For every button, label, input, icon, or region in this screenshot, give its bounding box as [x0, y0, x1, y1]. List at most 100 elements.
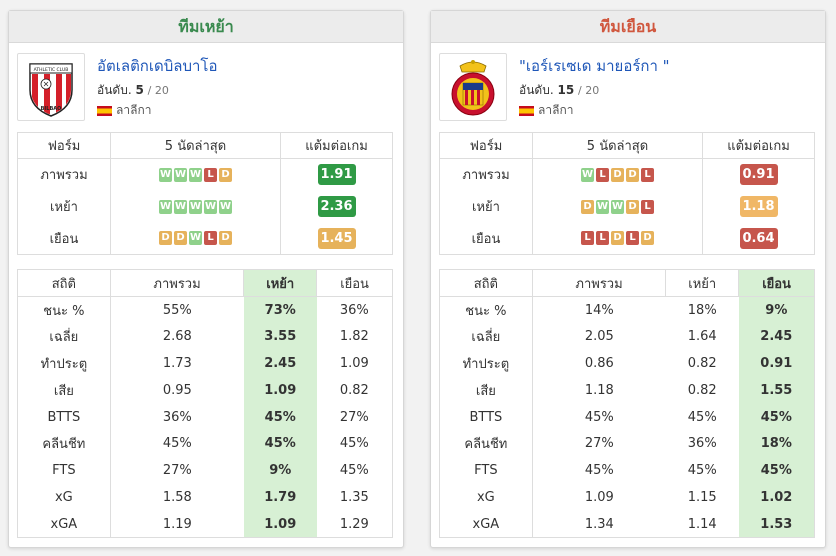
- away-stats-rows: ชนะ % 14% 18% 9% เฉลี่ย 2.05 1.64 2.45 ทำประตู 0.…: [439, 296, 815, 539]
- stats-value: 3.55: [243, 323, 317, 351]
- spain-flag-icon: [97, 105, 112, 116]
- stats-row-label: ทำประตู: [439, 350, 533, 377]
- form-col-header: แต้มต่อเกม: [280, 132, 393, 159]
- stats-row: BTTS 45% 45% 45%: [439, 403, 815, 431]
- result-badge[interactable]: D: [581, 199, 594, 214]
- stats-value: 2.68: [162, 329, 192, 345]
- away-rank-label: อันดับ.: [519, 83, 554, 97]
- stats-row-label: ชนะ %: [439, 296, 533, 324]
- result-badge[interactable]: W: [611, 199, 624, 214]
- form-row: เหย้า D W W D L 1.18: [439, 190, 815, 223]
- stats-value: 1.09: [243, 376, 317, 404]
- form-row-label: เยือน: [17, 222, 111, 255]
- result-badge[interactable]: W: [189, 167, 202, 182]
- result-badge[interactable]: W: [159, 167, 172, 182]
- result-badge[interactable]: D: [159, 231, 172, 246]
- away-rank-value: 15: [557, 83, 575, 97]
- stats-value: 0.95: [162, 382, 192, 398]
- home-league: ลาลีกา: [97, 101, 151, 120]
- stats-row-label: xG: [439, 484, 533, 511]
- stats-value: 45%: [687, 463, 717, 479]
- form-row-label: เหย้า: [17, 190, 111, 223]
- stats-row-label: xGA: [439, 510, 533, 539]
- result-badge[interactable]: W: [174, 199, 187, 214]
- ppg-badge: 1.18: [739, 196, 778, 217]
- result-badge[interactable]: D: [219, 231, 232, 246]
- stats-value: 1.14: [665, 510, 739, 539]
- stats-value: 45%: [243, 430, 317, 458]
- ppg-cell: 0.91: [702, 158, 815, 191]
- stats-row-label: BTTS: [17, 403, 111, 431]
- away-league: ลาลีกา: [519, 101, 573, 120]
- logo-text-bottom: BILBAO: [41, 106, 62, 112]
- home-league-name[interactable]: ลาลีกา: [116, 103, 152, 117]
- stats-row-label: BTTS: [439, 403, 533, 431]
- away-stats-table: สถิติ ภาพรวม เหย้า เยือน ชนะ % 14% 18% 9% เฉ…: [439, 269, 815, 539]
- result-badge[interactable]: W: [219, 199, 232, 214]
- result-badge[interactable]: D: [611, 167, 624, 182]
- stats-row-label: xG: [17, 484, 111, 511]
- away-league-name[interactable]: ลาลีกา: [538, 103, 574, 117]
- result-badge[interactable]: L: [641, 199, 654, 214]
- away-team-info: "เอร์เรเซเด มายอร์กา " อันดับ. 15 / 20 ล…: [439, 53, 817, 121]
- stats-value: 1.15: [687, 489, 717, 505]
- stats-value: 1.64: [687, 329, 717, 345]
- result-badge[interactable]: W: [189, 199, 202, 214]
- result-badge[interactable]: W: [189, 231, 202, 246]
- stats-row-label: xGA: [17, 510, 111, 539]
- result-badge[interactable]: W: [596, 199, 609, 214]
- result-badge[interactable]: L: [204, 231, 217, 246]
- stats-value: 1.35: [316, 484, 393, 511]
- stats-value: 1.73: [162, 355, 192, 371]
- away-form-rows: ภาพรวม W L D D L 0.91 เหย้า D W W D L 1.18 เยือน L L D L D 0…: [439, 158, 815, 255]
- form-col-header: ฟอร์ม: [17, 132, 111, 159]
- stats-value: 45%: [738, 403, 815, 431]
- stats-value: 9%: [738, 296, 815, 324]
- result-badge[interactable]: L: [596, 231, 609, 246]
- form-row-label: ภาพรวม: [439, 158, 533, 191]
- stats-col-header: ภาพรวม: [531, 269, 667, 297]
- stats-value: 2.45: [243, 350, 317, 377]
- away-rank-total: / 20: [578, 84, 600, 97]
- result-badge[interactable]: L: [581, 231, 594, 246]
- result-badge[interactable]: L: [626, 231, 639, 246]
- stats-value: 1.29: [316, 510, 393, 539]
- result-badge[interactable]: W: [204, 199, 217, 214]
- result-badge[interactable]: D: [626, 199, 639, 214]
- result-badge[interactable]: W: [159, 199, 172, 214]
- result-badge[interactable]: W: [581, 167, 594, 182]
- stats-value: 45%: [243, 403, 317, 431]
- stats-header-row: สถิติ ภาพรวม เหย้า เยือน: [439, 269, 815, 297]
- result-badge[interactable]: D: [626, 167, 639, 182]
- stats-row-label: คลีนชีท: [439, 430, 533, 458]
- stats-value: 0.82: [687, 355, 717, 371]
- home-rank-label: อันดับ.: [97, 83, 132, 97]
- stats-value: 0.86: [584, 355, 614, 371]
- stats-row: ทำประตู 1.73 2.45 1.09: [17, 350, 393, 377]
- result-badge[interactable]: D: [611, 231, 624, 246]
- stats-value: 1.34: [532, 510, 666, 539]
- result-badge[interactable]: D: [641, 231, 654, 246]
- result-badge[interactable]: D: [174, 231, 187, 246]
- logo-text-top: ATHLETIC CLUB: [34, 67, 69, 73]
- home-team-panel: ทีมเหย้า ATHLETIC CLUB BILBAO อัตเลติกเด…: [8, 10, 404, 548]
- stats-row-label: ชนะ %: [17, 296, 111, 324]
- result-badge[interactable]: L: [204, 167, 217, 182]
- stats-row: ชนะ % 55% 73% 36%: [17, 296, 393, 324]
- stats-header-row: สถิติ ภาพรวม เหย้า เยือน: [17, 269, 393, 297]
- result-badge[interactable]: L: [641, 167, 654, 182]
- result-badge[interactable]: W: [174, 167, 187, 182]
- away-team-name-link[interactable]: "เอร์เรเซเด มายอร์กา ": [519, 57, 670, 75]
- away-form-table: ฟอร์ม 5 นัดล่าสุด แต้มต่อเกม ภาพรวม W L D D L…: [439, 132, 815, 255]
- stats-row: เฉลี่ย 2.68 3.55 1.82: [17, 323, 393, 351]
- mallorca-logo: [439, 53, 507, 121]
- stats-value: 45%: [316, 457, 393, 485]
- home-rank-value: 5: [135, 83, 144, 97]
- ppg-badge: 1.45: [317, 227, 356, 249]
- home-team-name-link[interactable]: อัตเลติกเดบิลบาโอ: [97, 57, 218, 75]
- result-badge[interactable]: D: [219, 167, 232, 182]
- stats-value: 1.58: [162, 489, 192, 505]
- stats-row: xG 1.58 1.79 1.35: [17, 484, 393, 511]
- result-badge[interactable]: L: [596, 167, 609, 182]
